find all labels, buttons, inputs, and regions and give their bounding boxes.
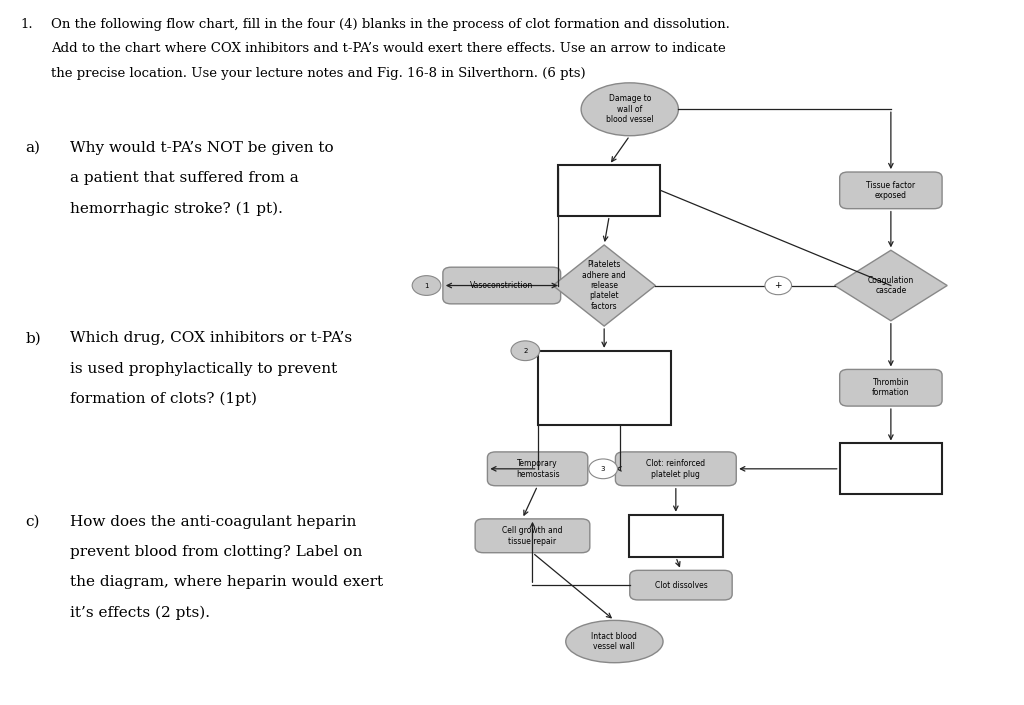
Text: Coagulation
cascade: Coagulation cascade [867,276,914,295]
Text: Platelets
adhere and
release
platelet
factors: Platelets adhere and release platelet fa… [583,260,626,311]
Circle shape [589,459,617,479]
Text: Thrombin
formation: Thrombin formation [872,378,909,398]
FancyBboxPatch shape [615,452,736,486]
Polygon shape [553,245,655,326]
Bar [840,443,942,494]
Text: Tissue factor
exposed: Tissue factor exposed [866,180,915,200]
FancyBboxPatch shape [840,369,942,406]
Text: 3: 3 [601,466,605,472]
Text: 1: 1 [424,283,429,288]
Bar [538,350,671,424]
FancyBboxPatch shape [630,570,732,600]
Text: +: + [774,281,782,290]
Text: it’s effects (2 pts).: it’s effects (2 pts). [70,606,210,620]
Text: 2: 2 [523,348,527,354]
Text: Clot: reinforced
platelet plug: Clot: reinforced platelet plug [646,459,706,479]
Text: formation of clots? (1pt): formation of clots? (1pt) [70,392,257,406]
Text: is used prophylactically to prevent: is used prophylactically to prevent [70,362,337,376]
Text: On the following flow chart, fill in the four (4) blanks in the process of clot : On the following flow chart, fill in the… [51,18,730,30]
FancyBboxPatch shape [442,267,561,304]
Polygon shape [835,250,947,321]
Circle shape [412,276,440,295]
Text: the precise location. Use your lecture notes and Fig. 16-8 in Silverthorn. (6 pt: the precise location. Use your lecture n… [51,67,586,80]
Text: c): c) [26,515,40,529]
Bar [558,165,660,216]
Text: 1.: 1. [20,18,33,30]
Text: Damage to
wall of
blood vessel: Damage to wall of blood vessel [606,94,653,124]
Text: prevent blood from clotting? Label on: prevent blood from clotting? Label on [70,545,362,559]
Text: Temporary
hemostasis: Temporary hemostasis [516,459,559,479]
Text: a): a) [26,141,41,155]
FancyBboxPatch shape [840,172,942,209]
FancyBboxPatch shape [487,452,588,486]
Text: Why would t-PA’s NOT be given to: Why would t-PA’s NOT be given to [70,141,333,155]
Text: hemorrhagic stroke? (1 pt).: hemorrhagic stroke? (1 pt). [70,202,283,216]
Bar [629,515,723,557]
Text: How does the anti-coagulant heparin: How does the anti-coagulant heparin [70,515,356,529]
Text: a patient that suffered from a: a patient that suffered from a [70,171,298,185]
Text: Cell growth and
tissue repair: Cell growth and tissue repair [502,526,563,546]
Ellipse shape [582,82,678,135]
Text: Clot dissolves: Clot dissolves [654,581,708,589]
Circle shape [511,341,540,360]
Text: Which drug, COX inhibitors or t-PA’s: Which drug, COX inhibitors or t-PA’s [70,331,352,345]
FancyBboxPatch shape [475,519,590,553]
Text: the diagram, where heparin would exert: the diagram, where heparin would exert [70,575,383,589]
Text: Vasoconstriction: Vasoconstriction [470,281,534,290]
Text: Intact blood
vessel wall: Intact blood vessel wall [592,632,637,651]
Circle shape [765,276,792,295]
Ellipse shape [565,620,664,663]
Text: Add to the chart where COX inhibitors and t-PA’s would exert there effects. Use : Add to the chart where COX inhibitors an… [51,42,726,55]
Text: b): b) [26,331,41,345]
